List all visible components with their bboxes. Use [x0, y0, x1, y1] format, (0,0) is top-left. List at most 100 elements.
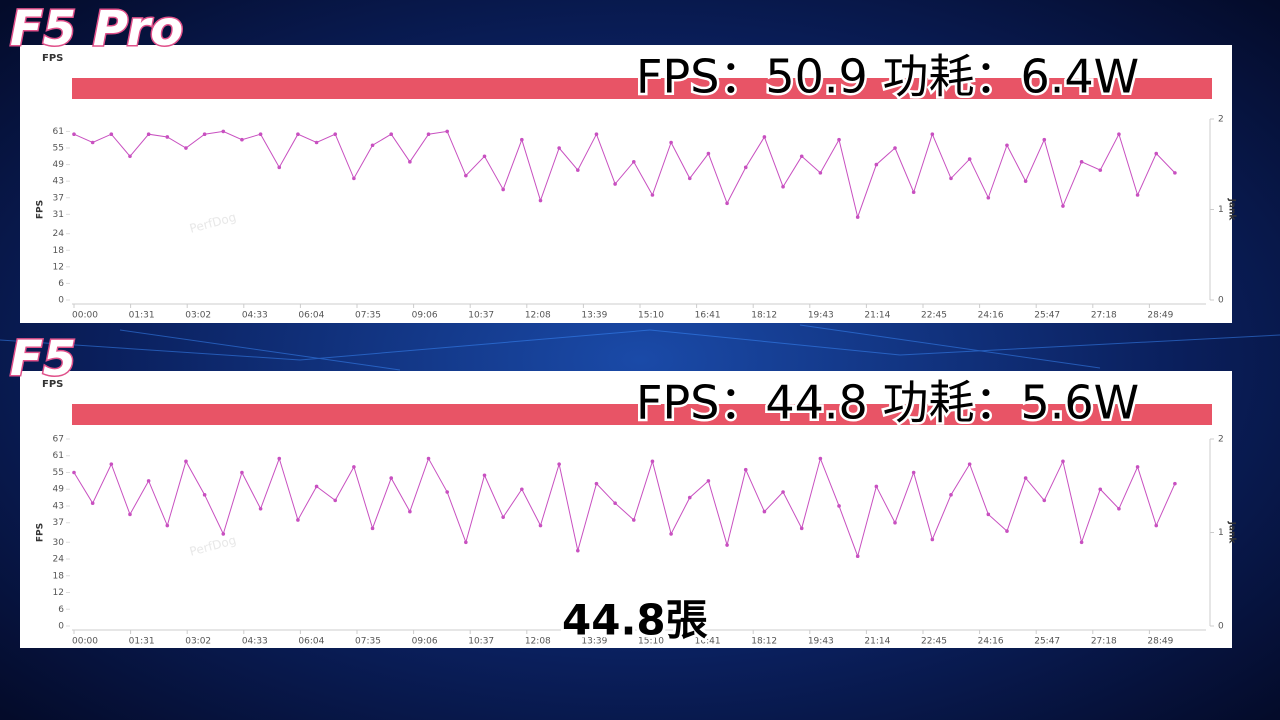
fps-point [408, 509, 412, 514]
x-tick-label: 09:06 [412, 637, 438, 647]
fps-point [258, 132, 263, 136]
fps-point [949, 493, 953, 497]
network-decoration [0, 324, 1280, 371]
fps-point [911, 470, 916, 475]
fps-point [1023, 179, 1028, 183]
x-tick-label: 13:39 [581, 311, 607, 321]
x-tick-label: 15:10 [638, 311, 664, 321]
caption: FPS：44.8 功耗：5.6W [636, 376, 1139, 430]
fps-point [202, 132, 207, 136]
fps-point [482, 473, 487, 478]
x-tick-label: 01:31 [129, 311, 155, 321]
fps-point [202, 493, 207, 497]
fps-point [706, 479, 711, 483]
fps-point [277, 456, 282, 461]
y2-tick-label: 0 [1218, 622, 1224, 632]
y-tick-label: 18 [53, 571, 65, 581]
y-tick-label: 18 [53, 246, 65, 256]
x-tick-label: 03:02 [185, 311, 211, 321]
y2-tick-label: 2 [1218, 435, 1224, 445]
fps-line [73, 130, 1176, 219]
x-tick-label: 28:49 [1147, 637, 1173, 647]
fps-point [464, 540, 468, 545]
fps-point [650, 193, 655, 197]
fps-point [911, 190, 916, 195]
fps-point [818, 456, 823, 461]
fps-point [930, 537, 935, 542]
x-tick-label: 22:45 [921, 311, 947, 321]
fps-point [109, 462, 114, 466]
fps-point [576, 168, 580, 172]
fps-point [314, 484, 319, 489]
fps-point [669, 532, 673, 536]
fps-point [1042, 498, 1047, 503]
fps-line [73, 456, 1176, 558]
fps-point [1079, 540, 1084, 545]
x-tick-label: 04:33 [242, 311, 268, 321]
x-tick-label: 15:10 [638, 637, 664, 647]
fps-point [1023, 476, 1028, 480]
fps-point [557, 462, 561, 466]
fps-point [576, 548, 580, 553]
y-tick-label: 49 [53, 485, 65, 495]
fps-point [837, 137, 841, 142]
x-tick-label: 24:16 [978, 637, 1004, 647]
x-tick-label: 22:45 [921, 637, 947, 647]
x-tick-label: 07:35 [355, 637, 381, 647]
y-tick-label: 0 [58, 296, 64, 306]
x-tick-label: 16:41 [695, 637, 721, 647]
y-tick-label: 6 [58, 605, 64, 615]
x-tick-label: 18:12 [751, 637, 777, 647]
fps-point [725, 201, 729, 206]
x-tick-label: 25:47 [1034, 637, 1060, 647]
fps-point [538, 198, 543, 203]
fps-point [296, 132, 300, 136]
fps-point [1098, 487, 1103, 492]
y2-tick-label: 2 [1218, 115, 1224, 125]
fps-point [594, 132, 599, 136]
x-tick-label: 12:08 [525, 311, 551, 321]
timeline-bar [72, 404, 1212, 425]
x-tick-label: 10:37 [468, 311, 494, 321]
fps-point [445, 129, 449, 134]
x-tick-label: 12:08 [525, 637, 551, 647]
x-tick-label: 06:04 [298, 637, 324, 647]
fps-point [165, 523, 170, 528]
fps-point [464, 173, 468, 178]
fps-point [687, 176, 692, 181]
fps-point [370, 143, 375, 148]
fps-point [613, 182, 617, 186]
fps-point [165, 135, 170, 139]
y-tick-label: 30 [53, 538, 65, 548]
x-tick-label: 07:35 [355, 311, 381, 321]
fps-point [1005, 143, 1009, 148]
fps-point [184, 146, 188, 150]
y-tick-label: 0 [58, 622, 64, 632]
y-axis-label: FPS [36, 200, 46, 219]
fps-point [501, 515, 505, 519]
fps-point [128, 154, 132, 159]
x-tick-label: 25:47 [1034, 311, 1060, 321]
fps-point [370, 526, 375, 531]
x-tick-label: 21:14 [864, 637, 890, 647]
y-tick-label: 55 [53, 144, 64, 154]
fps-point [184, 459, 188, 464]
fps-point [221, 129, 226, 134]
fps-point [781, 490, 785, 494]
fps-point [1005, 529, 1009, 533]
fps-point [799, 154, 804, 159]
fps-point [128, 512, 132, 517]
fps-point [986, 512, 991, 517]
fps-point [594, 481, 599, 486]
fps-point [1154, 151, 1159, 156]
panel-title: FPS [42, 53, 63, 64]
y-tick-label: 24 [53, 229, 65, 239]
y-tick-label: 61 [53, 451, 64, 461]
fps-point [1061, 459, 1065, 464]
fps-point [482, 154, 487, 159]
fps-point [90, 501, 95, 505]
x-tick-label: 13:39 [581, 637, 607, 647]
fps-point [687, 495, 692, 500]
y-tick-label: 37 [53, 193, 64, 203]
